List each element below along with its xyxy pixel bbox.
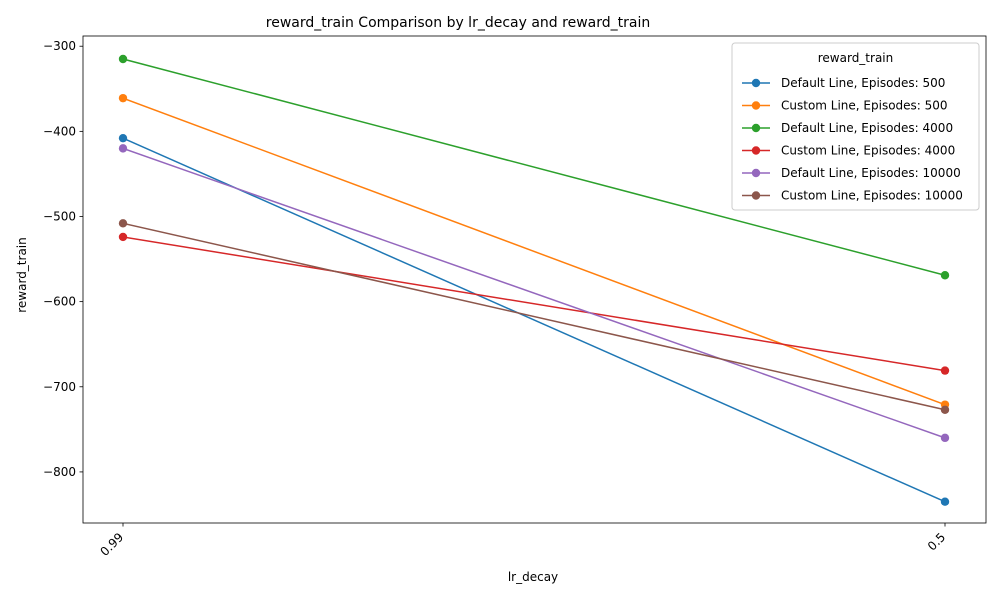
- data-point: [118, 144, 128, 153]
- y-axis-label: reward_train: [15, 237, 29, 313]
- legend-marker: [751, 101, 761, 110]
- y-tick-label: −400: [43, 124, 76, 138]
- series-line: [122, 222, 946, 411]
- legend-entry-label: Default Line, Episodes: 10000: [781, 166, 961, 180]
- data-point: [118, 133, 128, 143]
- data-point: [118, 54, 128, 64]
- data-point: [118, 219, 128, 228]
- legend-title: reward_train: [818, 51, 894, 65]
- legend-entry-label: Custom Line, Episodes: 10000: [781, 189, 963, 203]
- legend-entry-label: Custom Line, Episodes: 500: [781, 99, 948, 113]
- legend-entry-label: Custom Line, Episodes: 4000: [781, 144, 955, 158]
- data-point: [940, 405, 950, 414]
- data-point: [118, 93, 128, 103]
- axes-frame: [82, 35, 987, 524]
- data-point: [940, 433, 950, 443]
- series-line: [122, 147, 946, 439]
- data-point: [940, 366, 950, 375]
- series-line: [122, 58, 946, 276]
- legend-entry-label: Default Line, Episodes: 500: [781, 76, 945, 90]
- x-axis-label: lr_decay: [508, 570, 558, 584]
- chart-title: reward_train Comparison by lr_decay and …: [266, 15, 650, 31]
- legend-box: [731, 42, 980, 211]
- legend-marker: [751, 168, 761, 178]
- y-tick-label: −300: [43, 39, 76, 53]
- y-tick-label: −600: [43, 295, 76, 309]
- series-line: [122, 97, 946, 406]
- y-tick-label: −800: [43, 465, 76, 479]
- data-point: [940, 271, 950, 280]
- legend: reward_train Default Line, Episodes: 500 C…: [731, 42, 980, 211]
- data-point: [940, 497, 950, 506]
- y-tick-label: −700: [43, 380, 76, 394]
- series-line: [122, 236, 946, 372]
- series-line: [122, 137, 946, 503]
- legend-marker: [751, 191, 761, 200]
- legend-entry-label: Default Line, Episodes: 4000: [781, 121, 953, 135]
- data-point: [118, 232, 128, 242]
- legend-marker: [751, 123, 761, 133]
- legend-marker: [751, 146, 761, 155]
- legend-marker: [751, 78, 761, 88]
- y-tick-label: −500: [43, 209, 76, 223]
